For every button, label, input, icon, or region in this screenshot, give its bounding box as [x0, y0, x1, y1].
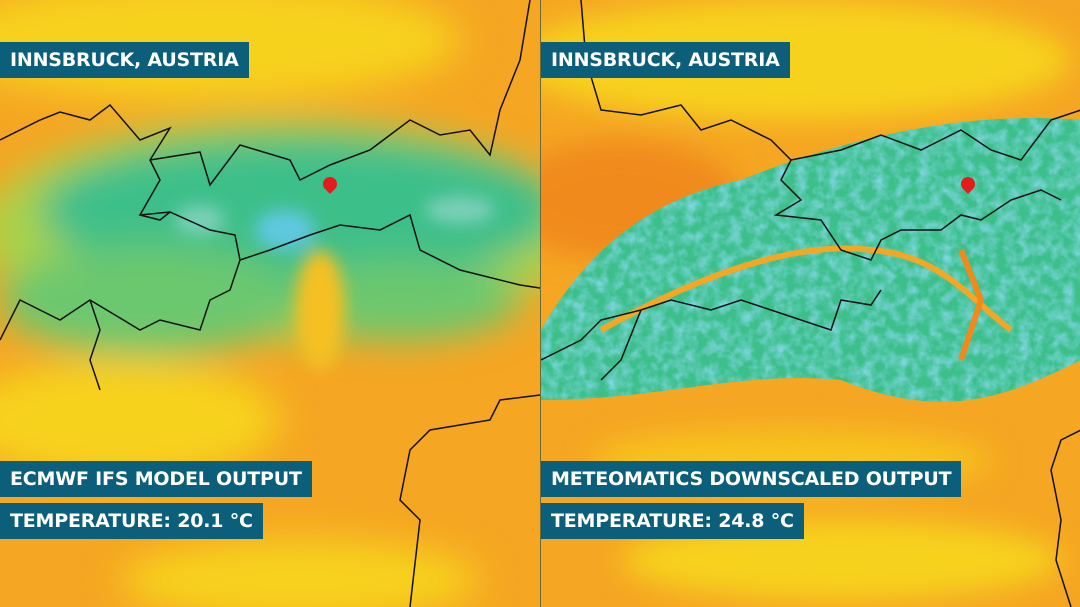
- temperature-label: TEMPERATURE: 24.8 °C: [541, 503, 804, 539]
- country-borders: [541, 0, 1080, 607]
- meteomatics-temperature-map: [541, 0, 1080, 607]
- source-label: METEOMATICS DOWNSCALED OUTPUT: [541, 461, 962, 497]
- ecmwf-map-panel: INNSBRUCK, AUSTRIA ECMWF IFS MODEL OUTPU…: [0, 0, 540, 607]
- temperature-label: TEMPERATURE: 20.1 °C: [0, 503, 263, 539]
- country-borders: [0, 0, 540, 607]
- ecmwf-temperature-map: [0, 0, 540, 607]
- location-label: INNSBRUCK, AUSTRIA: [0, 42, 249, 78]
- location-label: INNSBRUCK, AUSTRIA: [541, 42, 790, 78]
- meteomatics-map-panel: INNSBRUCK, AUSTRIA METEOMATICS DOWNSCALE…: [540, 0, 1080, 607]
- source-label: ECMWF IFS MODEL OUTPUT: [0, 461, 312, 497]
